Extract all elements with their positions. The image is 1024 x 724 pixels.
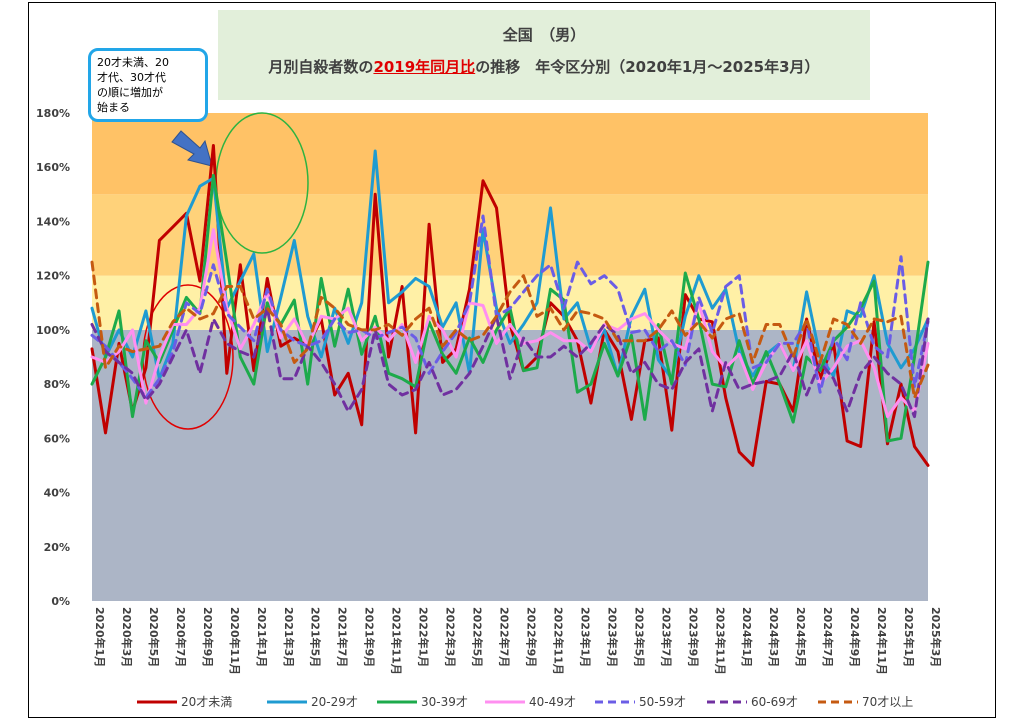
x-tick-label: 2021年11月 (390, 607, 404, 675)
y-tick-label: 120% (36, 270, 70, 283)
y-tick-label: 100% (36, 324, 70, 337)
x-tick-label: 2023年7月 (659, 607, 673, 667)
callout-note: 20才未満、20 才代、30才代 の順に増加が 始まる (88, 48, 208, 122)
y-tick-label: 180% (36, 107, 70, 120)
x-tick-label: 2024年11月 (875, 607, 889, 675)
x-tick-label: 2021年3月 (282, 607, 296, 667)
band (92, 113, 928, 195)
x-tick-label: 2023年9月 (686, 607, 700, 667)
x-tick-label: 2020年9月 (201, 607, 215, 667)
x-tick-label: 2022年7月 (498, 607, 512, 667)
y-axis: 0% 20% 40% 60% 80% 100% 120% 140% 160% 180% (36, 107, 70, 608)
chart-title-box: 全国 （男） 月別自殺者数の2019年同月比の推移 年令区分別（2020年1月～… (218, 10, 870, 100)
y-tick-label: 80% (44, 378, 70, 391)
callout-line: 始まる (97, 101, 130, 114)
x-tick-label: 2021年5月 (309, 607, 323, 667)
x-tick-label: 2021年1月 (255, 607, 269, 667)
x-tick-label: 2022年1月 (417, 607, 431, 667)
x-tick-label: 2022年11月 (551, 607, 565, 675)
x-tick-label: 2021年7月 (336, 607, 350, 667)
x-axis: 2020年1月 2020年3月 2020年5月 2020年7月 2020年9月 2020年… (93, 607, 943, 675)
series-line-6 (90, 306, 930, 419)
y-tick-label: 20% (44, 541, 70, 554)
y-tick-label: 60% (44, 432, 70, 445)
legend-label: 20-29才 (311, 695, 358, 709)
chart-subtitle: 月別自殺者数の2019年同月比の推移 年令区分別（2020年1月～2025年3月… (218, 56, 870, 77)
x-tick-label: 2023年1月 (578, 607, 592, 667)
y-tick-label: 140% (36, 215, 70, 228)
series-line-7 (90, 260, 930, 400)
y-tick-label: 40% (44, 487, 70, 500)
x-tick-label: 2023年11月 (713, 607, 727, 675)
legend-label: 40-49才 (529, 695, 576, 709)
legend: 20才未満 20-29才 30-39才 40-49才 50-59才 60-69才 70才以上 (137, 695, 913, 709)
legend-label: 50-59才 (639, 695, 686, 709)
subtitle-post: の推移 年令区分別（2020年1月～2025年3月） (475, 58, 820, 76)
x-tick-label: 2024年5月 (794, 607, 808, 667)
series-lines (90, 144, 930, 467)
callout-line: 才代、30才代 (97, 71, 166, 84)
x-tick-label: 2023年3月 (605, 607, 619, 667)
x-tick-label: 2024年3月 (767, 607, 781, 667)
x-tick-label: 2024年7月 (821, 607, 835, 667)
arrow-icon (171, 130, 213, 167)
legend-label: 30-39才 (421, 695, 468, 709)
callout-line: の順に増加が (97, 86, 163, 99)
legend-label: 70才以上 (862, 695, 913, 709)
x-tick-label: 2020年11月 (228, 607, 242, 675)
x-tick-label: 2025年3月 (929, 607, 943, 667)
subtitle-pre: 月別自殺者数の (268, 58, 374, 76)
legend-label: 60-69才 (751, 695, 798, 709)
x-tick-label: 2023年5月 (632, 607, 646, 667)
x-tick-label: 2020年3月 (120, 607, 134, 667)
y-tick-label: 160% (36, 161, 70, 174)
chart-title: 全国 （男） (502, 26, 586, 44)
x-tick-label: 2020年5月 (147, 607, 161, 667)
callout-line: 20才未満、20 (97, 56, 169, 69)
x-tick-label: 2021年9月 (363, 607, 377, 667)
legend-label: 20才未満 (181, 695, 232, 709)
subtitle-highlight: 2019年同月比 (373, 58, 476, 76)
x-tick-label: 2024年1月 (740, 607, 754, 667)
y-tick-label: 0% (51, 595, 70, 608)
x-tick-label: 2020年1月 (93, 607, 107, 667)
x-tick-label: 2025年1月 (902, 607, 916, 667)
x-tick-label: 2022年9月 (524, 607, 538, 667)
x-tick-label: 2022年3月 (444, 607, 458, 667)
threshold-bands (92, 113, 928, 330)
x-tick-label: 2020年7月 (174, 607, 188, 667)
x-tick-label: 2024年9月 (848, 607, 862, 667)
series-line-5 (90, 214, 930, 400)
x-tick-label: 2022年5月 (471, 607, 485, 667)
